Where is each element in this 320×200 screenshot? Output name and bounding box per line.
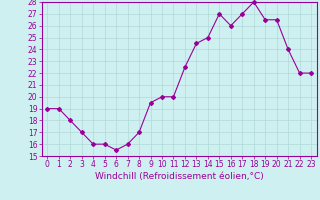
X-axis label: Windchill (Refroidissement éolien,°C): Windchill (Refroidissement éolien,°C): [95, 172, 264, 181]
